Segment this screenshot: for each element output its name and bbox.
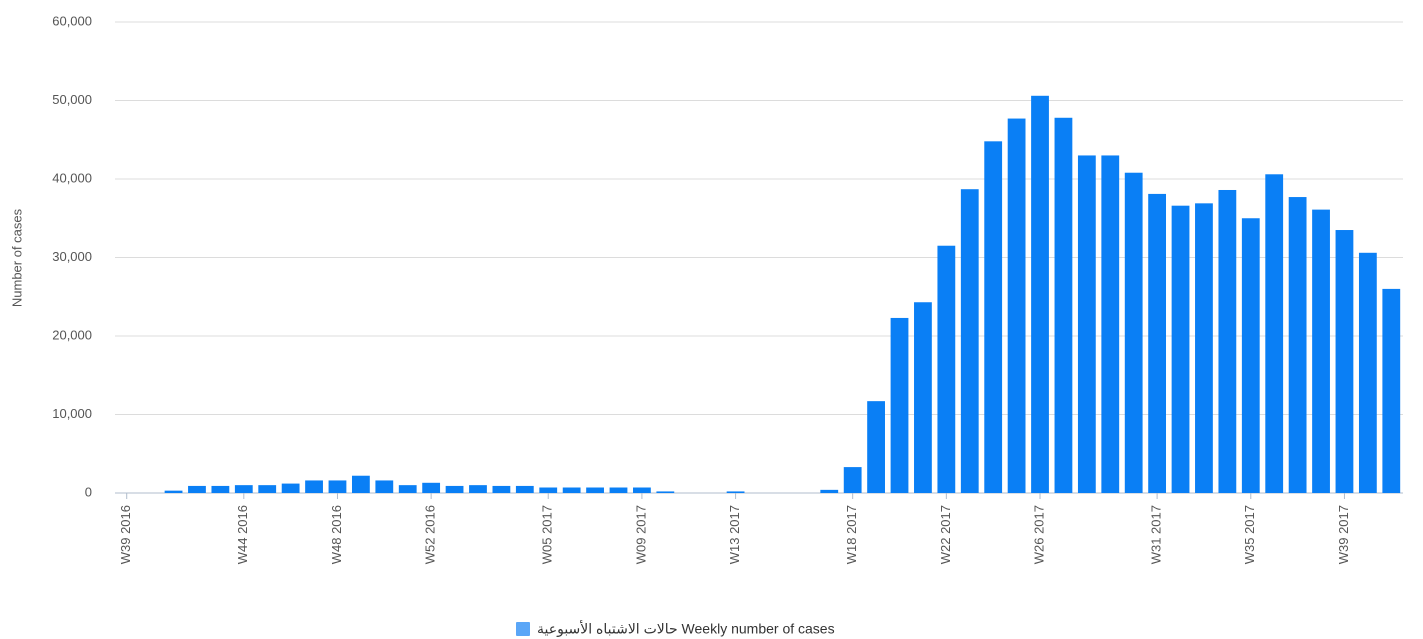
bar: [843, 467, 862, 493]
bar: [188, 485, 206, 493]
bar: [422, 482, 441, 493]
x-tick-label: W48 2016: [329, 505, 344, 564]
bar: [445, 485, 464, 493]
bar: [914, 302, 932, 493]
bar: [1124, 172, 1143, 493]
x-tick-label: W39 2016: [118, 505, 133, 564]
bar: [1288, 197, 1307, 493]
x-tick-label: W39 2017: [1336, 505, 1351, 564]
bar: [984, 141, 1003, 493]
bar: [1335, 230, 1354, 493]
bar: [960, 189, 979, 493]
y-tick-label: 50,000: [52, 92, 92, 107]
y-tick-label: 0: [85, 484, 92, 499]
bar: [867, 401, 885, 493]
legend-label: حالات الاشتباه الأسبوعية Weekly number o…: [537, 620, 835, 638]
bar: [1218, 189, 1237, 494]
bar: [1077, 155, 1096, 493]
bar: [937, 245, 956, 493]
bar: [1312, 209, 1330, 494]
bar: [328, 480, 347, 493]
bar: [234, 485, 253, 493]
bar: [1195, 203, 1213, 493]
bar: [609, 487, 628, 493]
x-tick-label: W05 2017: [540, 505, 555, 564]
x-tick-label: W52 2016: [423, 505, 438, 564]
bar: [1265, 174, 1284, 494]
bar: [515, 485, 534, 493]
bar: [258, 485, 277, 493]
bar: [398, 485, 417, 493]
bar: [211, 485, 230, 493]
y-tick-label: 60,000: [52, 13, 92, 28]
x-tick-label: W13 2017: [727, 505, 742, 564]
bar: [305, 480, 323, 493]
bar: [586, 487, 604, 493]
y-tick-label: 20,000: [52, 327, 92, 342]
x-tick-label: W22 2017: [938, 505, 953, 564]
bar: [890, 317, 909, 493]
bar: [633, 487, 651, 493]
x-tick-label: W09 2017: [633, 505, 648, 564]
x-tick-label: W18 2017: [844, 505, 859, 564]
bar: [1171, 205, 1190, 493]
bar: [492, 485, 511, 493]
bar: [1358, 252, 1377, 493]
legend-swatch: [516, 622, 530, 636]
bar: [1382, 288, 1401, 493]
y-tick-label: 30,000: [52, 249, 92, 264]
bar: [820, 489, 839, 493]
bar: [539, 487, 558, 493]
bar: [281, 483, 300, 493]
bar: [1054, 117, 1073, 494]
bar: [726, 491, 745, 493]
bar: [656, 491, 675, 493]
bar: [164, 490, 183, 493]
bar: [1101, 155, 1120, 493]
y-axis-label: Number of cases: [9, 208, 24, 307]
x-tick-label: W35 2017: [1242, 505, 1257, 564]
bar: [1241, 218, 1260, 493]
bar: [351, 475, 370, 493]
y-tick-label: 40,000: [52, 170, 92, 185]
bar: [562, 487, 581, 493]
x-tick-label: W31 2017: [1149, 505, 1164, 564]
y-tick-label: 10,000: [52, 406, 92, 421]
x-tick-label: W26 2017: [1031, 505, 1046, 564]
bar: [1148, 193, 1167, 494]
x-tick-label: W44 2016: [235, 505, 250, 564]
bar: [1031, 95, 1049, 493]
bar: [469, 485, 487, 493]
bar: [375, 480, 394, 493]
bar: [1007, 118, 1026, 494]
